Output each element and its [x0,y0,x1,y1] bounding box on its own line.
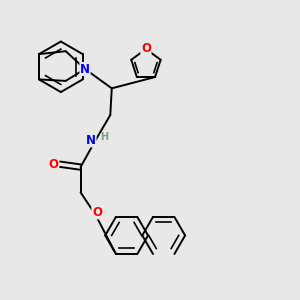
Text: N: N [86,134,96,147]
Text: O: O [49,158,59,171]
Text: N: N [80,62,90,76]
Text: O: O [141,42,151,55]
Text: O: O [92,206,102,219]
Text: H: H [100,132,108,142]
